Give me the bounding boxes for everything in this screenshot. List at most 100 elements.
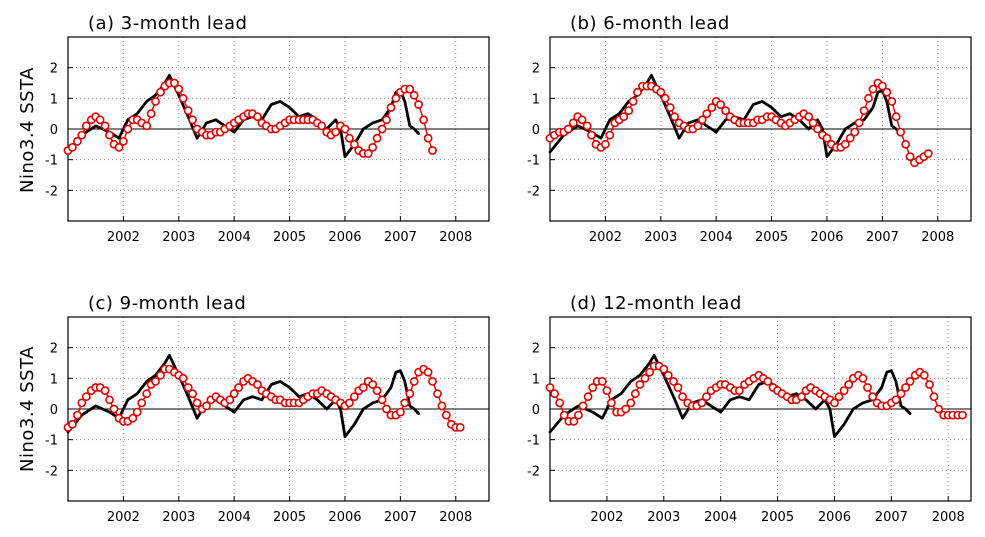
forecast-point <box>234 383 243 392</box>
forecast-point <box>146 109 156 119</box>
forecast-point <box>839 386 849 395</box>
forecast-point <box>192 398 202 408</box>
x-tick-label: 2004 <box>700 230 733 245</box>
forecast-point <box>850 127 860 137</box>
forecast-point <box>419 115 428 125</box>
forecast-point <box>109 404 119 414</box>
forecast-point <box>693 121 703 131</box>
forecast-point <box>891 112 901 122</box>
forecast-point <box>349 392 359 402</box>
panel-b: (b) 6-month lead 2002 2003 2004 2005 2006 200… <box>527 13 972 245</box>
forecast-point <box>73 410 82 420</box>
forecast-point <box>859 106 869 115</box>
forecast-point <box>958 410 967 420</box>
forecast-point <box>156 87 165 97</box>
forecast-point <box>635 380 645 389</box>
forecast-point <box>123 124 133 134</box>
x-tick-label: 2005 <box>273 510 306 525</box>
forecast-point <box>386 103 396 112</box>
forecast-point <box>854 118 864 128</box>
forecast-point <box>628 97 638 106</box>
forecast-point <box>582 121 592 131</box>
forecast-point <box>882 87 892 97</box>
forecast-point <box>601 139 610 149</box>
forecast-point <box>95 115 105 125</box>
y-tick-label: 1 <box>532 92 540 107</box>
forecast-point <box>563 124 573 134</box>
forecast-point <box>621 404 631 414</box>
panel-title: (d) 12-month lead <box>570 293 742 314</box>
forecast-point <box>830 398 839 408</box>
y-axis-title: Nino3.4 SSTA <box>17 67 38 193</box>
x-tick-label: 2003 <box>647 510 680 525</box>
forecast-point <box>377 124 387 134</box>
forecast-point <box>645 367 654 377</box>
forecast-point <box>702 392 711 402</box>
forecast-point <box>183 106 193 115</box>
forecast-series <box>63 78 437 158</box>
forecast-point <box>923 149 933 158</box>
panel-title: (a) 3-month lead <box>88 13 247 34</box>
y-tick-label: -1 <box>527 434 540 449</box>
forecast-point <box>863 383 872 392</box>
panel-title: (c) 9-month lead <box>88 293 246 314</box>
x-tick-label: 2008 <box>439 230 472 245</box>
forecast-point <box>372 133 382 143</box>
forecast-point <box>559 410 569 420</box>
forecast-point <box>142 389 152 399</box>
forecast-point <box>804 112 814 122</box>
x-tick-label: 2007 <box>875 510 908 525</box>
x-tick-label: 2002 <box>590 510 623 525</box>
y-tick-label: 1 <box>50 372 58 387</box>
y-tick-label: 0 <box>50 123 58 138</box>
forecast-point <box>640 373 650 383</box>
forecast-point <box>156 370 165 380</box>
forecast-point <box>178 373 188 383</box>
x-tick-label: 2006 <box>810 230 843 245</box>
panel-c: Nino3.4 SSTA (c) 9-month lead 2002 2003 20… <box>17 293 490 525</box>
forecast-point <box>428 146 437 155</box>
x-tick-label: 2005 <box>761 510 794 525</box>
x-tick-label: 2002 <box>107 510 140 525</box>
y-tick-label: -1 <box>45 434 58 449</box>
forecast-point <box>178 93 188 103</box>
forecast-point <box>905 152 915 161</box>
y-tick-label: 2 <box>50 62 58 77</box>
forecast-point <box>253 112 262 122</box>
panel-title: (b) 6-month lead <box>570 13 730 34</box>
forecast-point <box>119 136 128 146</box>
forecast-point <box>142 121 152 131</box>
forecast-point <box>934 404 943 414</box>
forecast-point <box>68 419 77 429</box>
forecast-point <box>423 367 433 377</box>
forecast-point <box>901 139 910 149</box>
x-tick-label: 2003 <box>162 230 195 245</box>
forecast-point <box>834 392 844 402</box>
x-tick-label: 2008 <box>921 230 954 245</box>
y-tick-label: -2 <box>45 464 58 479</box>
forecast-point <box>735 386 744 395</box>
forecast-point <box>372 386 382 395</box>
forecast-point <box>151 376 160 386</box>
forecast-series <box>545 361 967 426</box>
x-tick-label: 2005 <box>273 230 306 245</box>
x-tick-label: 2003 <box>644 230 677 245</box>
forecast-point <box>574 410 583 420</box>
forecast-point <box>225 395 235 405</box>
forecast-point <box>253 380 262 389</box>
forecast-point <box>813 124 822 134</box>
forecast-point <box>569 416 579 426</box>
forecast-point <box>721 106 730 115</box>
forecast-point <box>555 398 565 408</box>
forecast-point <box>929 392 939 402</box>
forecast-point <box>891 395 901 405</box>
forecast-point <box>822 133 832 143</box>
forecast-point <box>405 389 415 399</box>
forecast-point <box>428 376 437 386</box>
forecast-point <box>896 389 906 399</box>
forecast-point <box>202 401 211 411</box>
forecast-point <box>437 401 447 411</box>
forecast-point <box>845 133 855 143</box>
forecast-point <box>669 376 678 386</box>
